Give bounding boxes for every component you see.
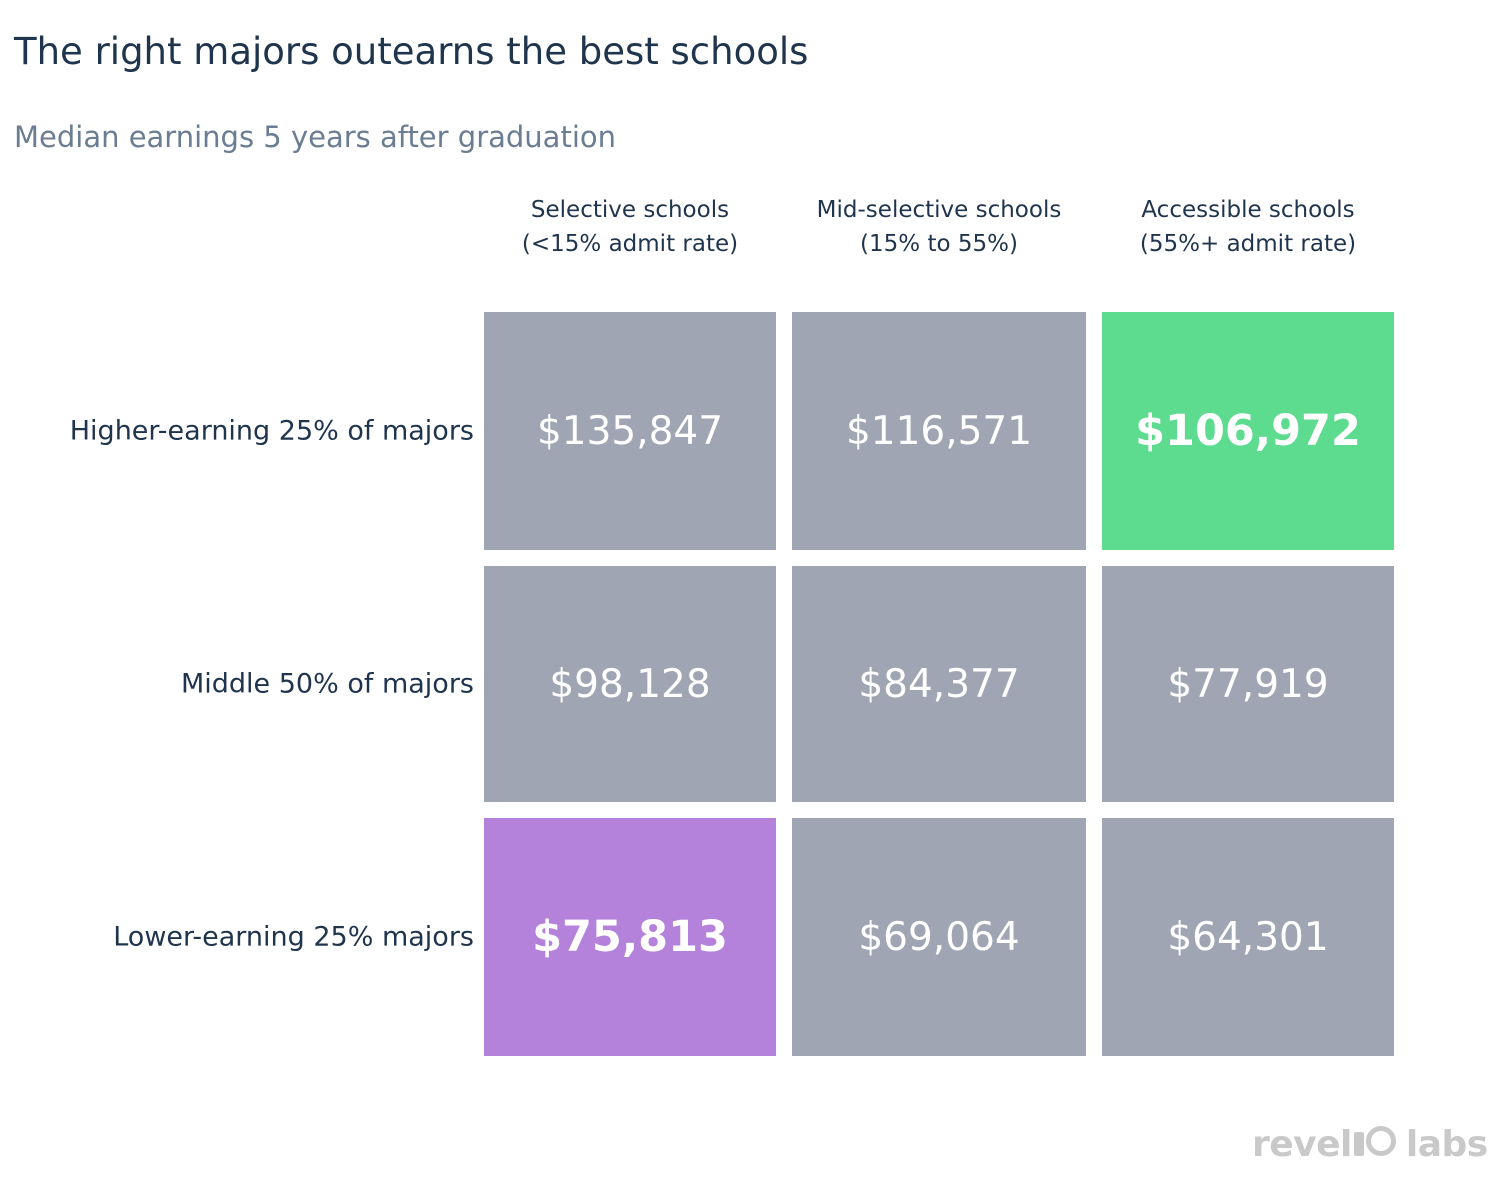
row-label-middle: Middle 50% of majors xyxy=(180,668,474,700)
heatmap-cell-middle-selective: $98,128 xyxy=(484,566,776,802)
heatmap-cell-higher-earning-mid-selective: $116,571 xyxy=(792,312,1086,550)
column-header-line1: Mid-selective schools xyxy=(816,197,1062,223)
chart-subtitle: Median earnings 5 years after graduation xyxy=(14,120,617,154)
column-header-mid-selective: Mid-selective schools (15% to 55%) xyxy=(792,193,1086,261)
heatmap-cell-middle-accessible: $77,919 xyxy=(1102,566,1394,802)
revelio-labs-logo: revel labs xyxy=(1252,1124,1488,1165)
chart-title: The right majors outearns the best schoo… xyxy=(14,30,809,73)
heatmap-cell-middle-mid-selective: $84,377 xyxy=(792,566,1086,802)
logo-text-right: labs xyxy=(1405,1124,1488,1165)
row-label-lower-earning: Lower-earning 25% majors xyxy=(113,921,474,953)
logo-i-with-dot-icon xyxy=(1353,1128,1364,1156)
heatmap-cell-higher-earning-selective: $135,847 xyxy=(484,312,776,550)
heatmap-cell-lower-earning-mid-selective: $69,064 xyxy=(792,818,1086,1056)
column-header-line2: (55%+ admit rate) xyxy=(1139,231,1357,257)
heatmap-cell-lower-earning-accessible: $64,301 xyxy=(1102,818,1394,1056)
column-header-line1: Accessible schools xyxy=(1141,197,1355,223)
heatmap-cell-lower-earning-selective: $75,813 xyxy=(484,818,776,1056)
row-label-higher-earning: Higher-earning 25% of majors xyxy=(69,415,474,447)
column-header-accessible: Accessible schools (55%+ admit rate) xyxy=(1102,193,1394,261)
heatmap-cell-higher-earning-accessible: $106,972 xyxy=(1102,312,1394,550)
column-header-line2: (15% to 55%) xyxy=(860,231,1018,257)
logo-text-left: revel xyxy=(1252,1124,1352,1165)
logo-o-icon xyxy=(1365,1126,1396,1156)
column-header-line1: Selective schools xyxy=(530,197,730,223)
column-header-line2: (<15% admit rate) xyxy=(521,231,739,257)
column-header-selective: Selective schools (<15% admit rate) xyxy=(484,193,776,261)
